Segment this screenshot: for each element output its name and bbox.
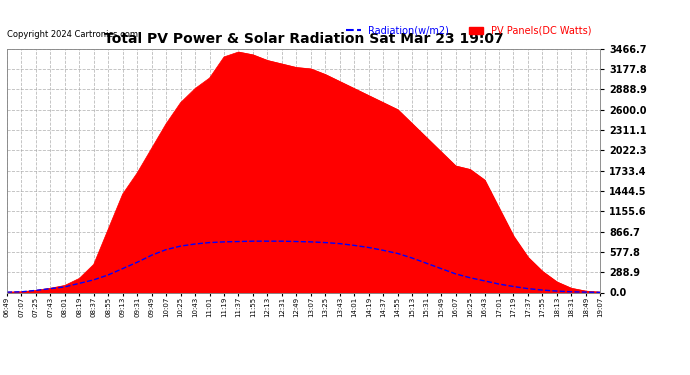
Text: Copyright 2024 Cartronics.com: Copyright 2024 Cartronics.com — [7, 30, 138, 39]
Legend: Radiation(w/m2), PV Panels(DC Watts): Radiation(w/m2), PV Panels(DC Watts) — [342, 22, 595, 40]
Title: Total PV Power & Solar Radiation Sat Mar 23 19:07: Total PV Power & Solar Radiation Sat Mar… — [104, 32, 504, 46]
